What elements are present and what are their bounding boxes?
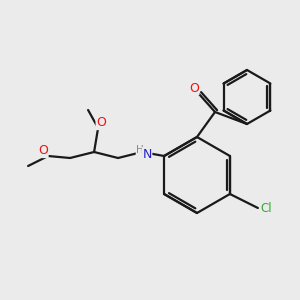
Text: O: O <box>96 116 106 130</box>
Text: O: O <box>189 82 199 94</box>
Text: O: O <box>38 145 48 158</box>
Text: N: N <box>142 148 152 160</box>
Text: H: H <box>136 145 144 155</box>
Text: Cl: Cl <box>260 202 272 214</box>
